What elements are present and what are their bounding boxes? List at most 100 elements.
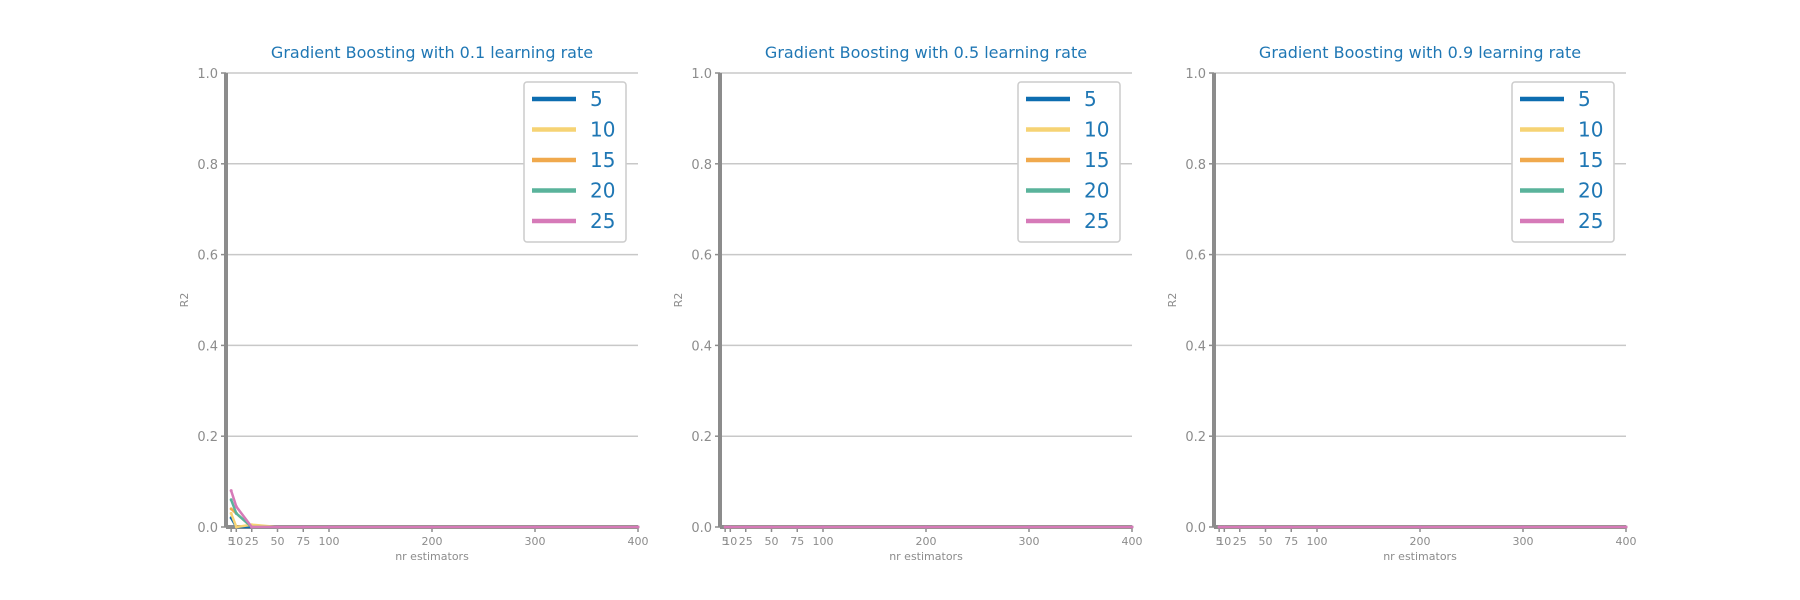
x-tick-label: 10: [723, 535, 737, 548]
legend-label: 15: [1084, 148, 1109, 172]
x-tick-label: 200: [916, 535, 937, 548]
data-point: [1217, 525, 1221, 529]
legend-label: 20: [1578, 179, 1603, 203]
chart-title: Gradient Boosting with 0.5 learning rate: [765, 43, 1087, 62]
x-tick-label: 200: [1410, 535, 1431, 548]
data-point: [1027, 525, 1031, 529]
legend-label: 25: [590, 209, 615, 233]
data-point: [250, 525, 254, 529]
x-tick-label: 300: [1019, 535, 1040, 548]
data-point: [723, 525, 727, 529]
chart-title: Gradient Boosting with 0.9 learning rate: [1259, 43, 1581, 62]
x-tick-label: 25: [245, 535, 259, 548]
x-tick-label: 10: [229, 535, 243, 548]
legend-item-15: 15: [532, 148, 615, 172]
x-tick-label: 300: [525, 535, 546, 548]
data-point: [1130, 525, 1134, 529]
y-tick-label: 1.0: [197, 67, 218, 82]
legend-item-25: 25: [532, 209, 615, 233]
data-point: [533, 525, 537, 529]
legend-label: 15: [590, 148, 615, 172]
x-axis-label: nr estimators: [395, 550, 469, 563]
y-tick-label: 0.4: [1185, 339, 1206, 354]
legend-item-5: 5: [532, 87, 603, 111]
x-axis-label: nr estimators: [889, 550, 963, 563]
data-point: [1238, 525, 1242, 529]
data-point: [234, 525, 238, 529]
legend-label: 10: [1578, 118, 1603, 142]
y-tick-label: 0.6: [1185, 249, 1206, 264]
data-point: [1289, 525, 1293, 529]
x-tick-label: 50: [1259, 535, 1273, 548]
legend-label: 25: [1084, 209, 1109, 233]
data-point: [636, 525, 640, 529]
data-point: [234, 505, 238, 509]
x-tick-label: 400: [1616, 535, 1637, 548]
y-tick-label: 0.2: [691, 430, 712, 445]
series-line-20: [229, 499, 638, 529]
data-point: [1521, 525, 1525, 529]
legend-item-25: 25: [1026, 209, 1109, 233]
y-tick-label: 0.2: [1185, 430, 1206, 445]
legend-item-5: 5: [1026, 87, 1097, 111]
y-tick-label: 0.6: [691, 249, 712, 264]
chart-panel-2: Gradient Boosting with 0.5 learning rate…: [672, 43, 1143, 563]
data-point: [924, 525, 928, 529]
y-tick-label: 0.8: [1185, 158, 1206, 173]
x-tick-label: 400: [1122, 535, 1143, 548]
legend-item-10: 10: [532, 118, 615, 142]
chart-title: Gradient Boosting with 0.1 learning rate: [271, 43, 593, 62]
data-point: [728, 525, 732, 529]
data-point: [327, 525, 331, 529]
legend-item-20: 20: [1026, 179, 1109, 203]
y-axis-label: R2: [178, 293, 191, 308]
x-tick-label: 5: [1216, 535, 1223, 548]
x-tick-label: 25: [1233, 535, 1247, 548]
data-point: [821, 525, 825, 529]
x-axis-label: nr estimators: [1383, 550, 1457, 563]
series-line-25: [229, 490, 638, 529]
legend-label: 5: [1578, 87, 1591, 111]
data-point: [229, 511, 233, 515]
data-point: [276, 525, 279, 529]
data-point: [234, 511, 238, 515]
x-tick-label: 75: [296, 535, 310, 548]
data-point: [301, 525, 305, 529]
data-point: [229, 507, 233, 511]
data-point: [795, 525, 799, 529]
x-tick-label: 75: [790, 535, 804, 548]
x-tick-label: 75: [1284, 535, 1298, 548]
x-tick-label: 5: [228, 535, 235, 548]
legend: 5 10 15 20 25: [1511, 81, 1615, 243]
y-tick-label: 0.8: [197, 158, 218, 173]
data-point: [1418, 525, 1422, 529]
legend-item-20: 20: [532, 179, 615, 203]
y-axis-label: R2: [672, 293, 685, 308]
data-point: [430, 525, 434, 529]
y-tick-label: 0.0: [1185, 521, 1206, 536]
x-tick-label: 100: [813, 535, 834, 548]
legend-item-20: 20: [1520, 179, 1603, 203]
series-line-15: [230, 507, 638, 529]
y-tick-label: 0.4: [691, 339, 712, 354]
legend: 5 10 15 20 25: [1017, 81, 1121, 243]
x-tick-label: 5: [722, 535, 729, 548]
data-point: [1264, 525, 1267, 529]
x-tick-label: 10: [1217, 535, 1231, 548]
x-tick-label: 50: [271, 535, 285, 548]
chart-panel-3: Gradient Boosting with 0.9 learning rate…: [1166, 43, 1637, 563]
x-tick-label: 400: [628, 535, 649, 548]
legend-label: 5: [590, 87, 603, 111]
x-tick-label: 100: [1307, 535, 1328, 548]
legend-label: 20: [590, 179, 615, 203]
x-tick-label: 200: [422, 535, 443, 548]
legend-item-15: 15: [1520, 148, 1603, 172]
data-point: [744, 525, 748, 529]
legend-label: 25: [1578, 209, 1603, 233]
legend-label: 20: [1084, 179, 1109, 203]
y-tick-label: 0.4: [197, 339, 218, 354]
data-point: [1222, 525, 1226, 529]
y-tick-label: 0.6: [197, 249, 218, 264]
legend-item-15: 15: [1026, 148, 1109, 172]
